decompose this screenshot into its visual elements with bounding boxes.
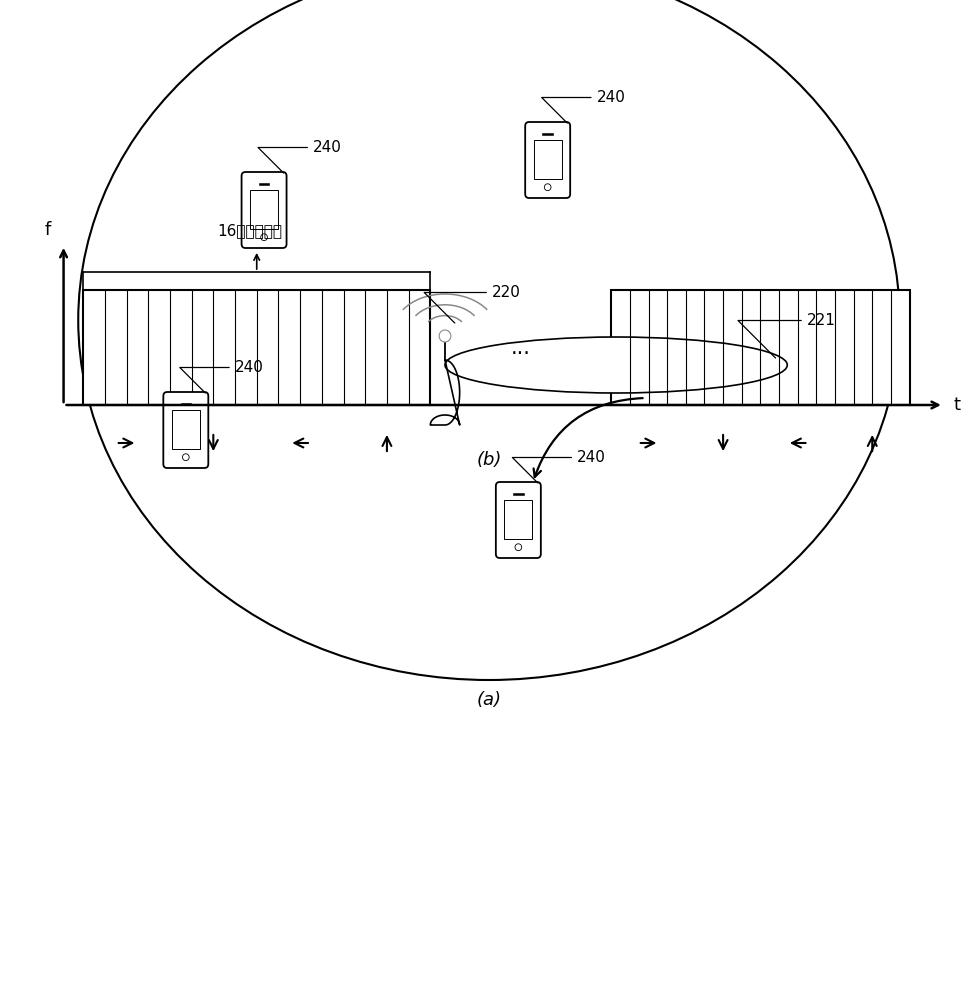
Text: (a): (a) [476,691,501,709]
Bar [542,133,552,135]
Ellipse shape [78,0,899,680]
Circle shape [439,330,450,342]
FancyBboxPatch shape [495,482,540,558]
Ellipse shape [445,337,786,393]
FancyBboxPatch shape [241,172,286,248]
Circle shape [183,454,189,461]
Bar [513,493,523,495]
Text: 240: 240 [541,90,625,123]
Bar [181,403,191,405]
Text: 220: 220 [424,285,521,323]
Text: ...: ... [510,338,531,358]
Text: 16个时域单元: 16个时域单元 [217,223,282,238]
Text: 240: 240 [180,360,264,393]
Bar [611,290,909,405]
Text: f: f [45,221,51,239]
Bar [533,140,561,179]
Bar [259,183,269,184]
Text: 240: 240 [512,450,606,483]
FancyBboxPatch shape [525,122,570,198]
Bar [172,410,199,449]
Bar [250,190,277,229]
Circle shape [515,544,521,551]
FancyBboxPatch shape [163,392,208,468]
Bar [504,500,531,539]
Text: (b): (b) [476,451,501,469]
Circle shape [261,234,267,241]
Bar [83,290,430,405]
Circle shape [544,184,550,191]
Text: 240: 240 [258,140,342,173]
Text: t: t [953,396,959,414]
Text: 221: 221 [738,313,835,358]
